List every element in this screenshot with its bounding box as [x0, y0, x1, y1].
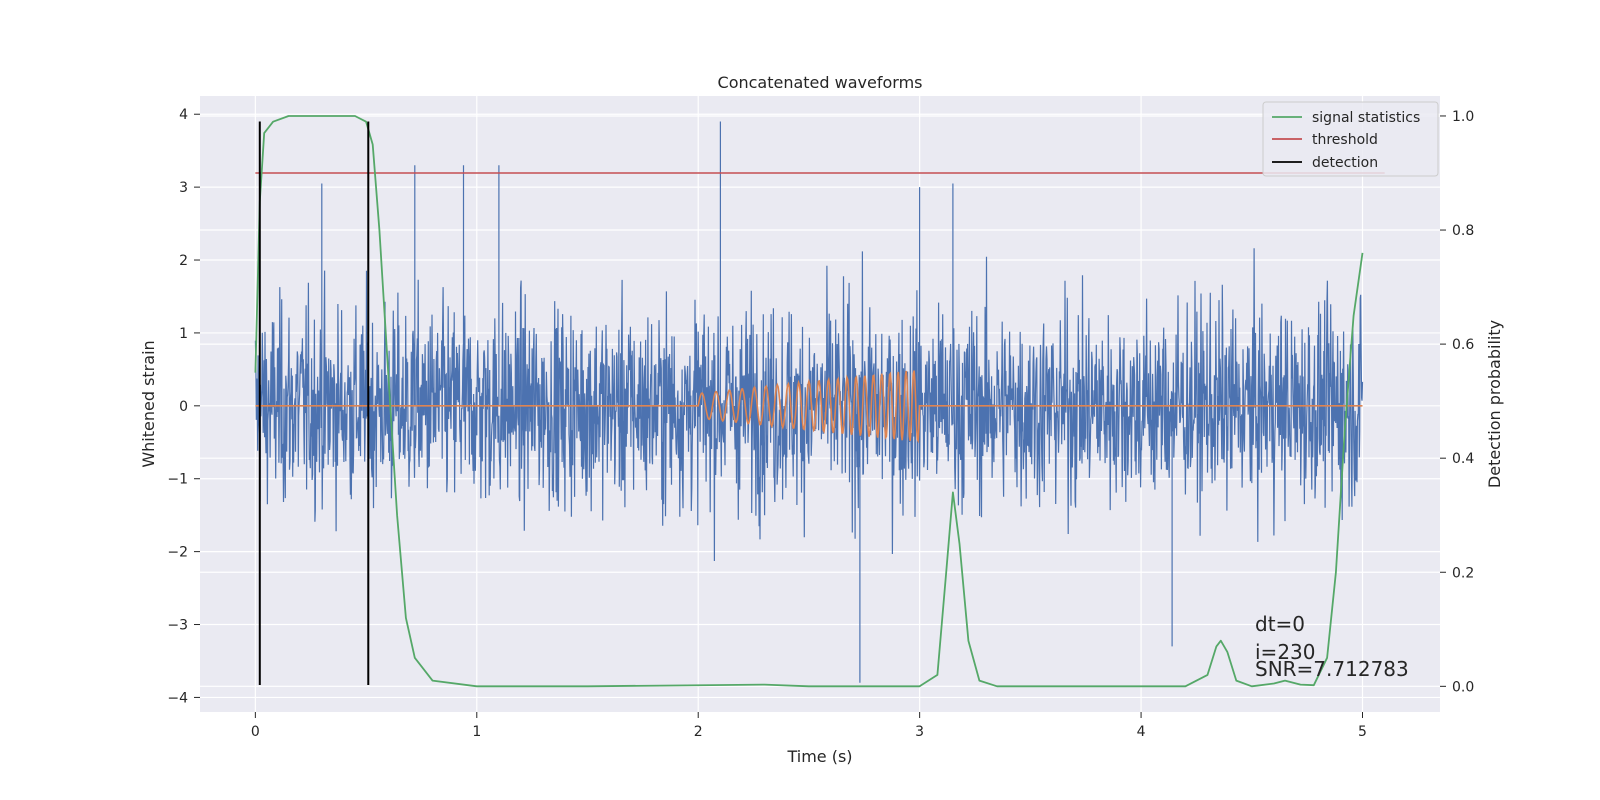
y-tick-label: −4 [167, 690, 188, 706]
x-tick-label: 0 [251, 724, 260, 740]
y-tick-label: −3 [167, 618, 188, 634]
chirp-line [255, 370, 1363, 444]
y-tick-label: −2 [167, 545, 188, 561]
y2-tick-label: 0.2 [1452, 565, 1474, 581]
y2-axis-label: Detection probability [1485, 320, 1504, 488]
y2-tick-label: 0.4 [1452, 451, 1474, 467]
chart-title: Concatenated waveforms [718, 73, 923, 92]
y2-tick-label: 0.8 [1452, 223, 1474, 239]
x-tick-label: 3 [915, 724, 924, 740]
annotation-snr: SNR=7.712783 [1255, 657, 1409, 681]
signal-statistics-series [254, 115, 1364, 688]
x-tick-label: 4 [1137, 724, 1146, 740]
detection-series [258, 121, 370, 686]
y-tick-label: 3 [179, 180, 188, 196]
chirp-series [255, 370, 1363, 444]
legend-box [1262, 101, 1439, 177]
strain-line [254, 121, 1364, 683]
x-axis-ticks: 0 1 2 3 4 5 [251, 712, 1367, 740]
annotation-i: i=230 [1255, 640, 1316, 664]
y-axis-ticks: 4 3 2 1 0 −1 −2 −3 −4 [167, 107, 200, 706]
y2-tick-label: 0.6 [1452, 337, 1474, 353]
y-tick-label: 0 [179, 399, 188, 415]
legend-label-threshold: threshold [1312, 132, 1378, 148]
x-axis-label: Time (s) [786, 747, 852, 766]
y-axis-label: Whitened strain [139, 340, 158, 467]
legend-label-detection: detection [1312, 155, 1378, 171]
y2-tick-label: 0.0 [1452, 679, 1474, 695]
y-tick-label: −1 [167, 472, 188, 488]
y2-tick-label: 1.0 [1452, 109, 1474, 125]
x-tick-label: 1 [472, 724, 481, 740]
y-tick-label: 2 [179, 253, 188, 269]
strain-series [254, 121, 1364, 683]
signal-statistics-line [254, 115, 1364, 688]
legend: signal statistics threshold detection [1262, 101, 1439, 177]
legend-label-signal-statistics: signal statistics [1312, 110, 1420, 126]
y2-axis-ticks: 1.0 0.8 0.6 0.4 0.2 0.0 [1440, 109, 1474, 695]
x-tick-label: 5 [1358, 724, 1367, 740]
annotations: dt=0 i=230 SNR=7.712783 [1255, 612, 1409, 681]
annotation-dt: dt=0 [1255, 612, 1305, 636]
y-tick-label: 4 [179, 107, 188, 123]
x-tick-label: 2 [694, 724, 703, 740]
y-tick-label: 1 [179, 326, 188, 342]
